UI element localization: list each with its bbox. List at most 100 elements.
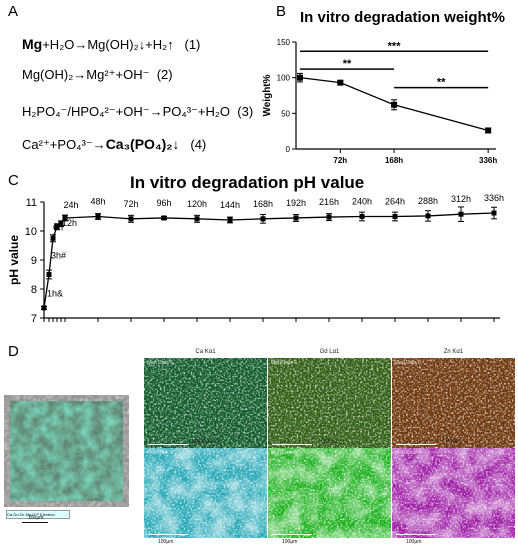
- map-data-tag: Map Data 6: [147, 360, 173, 366]
- ph-point-label: 120h: [187, 199, 207, 209]
- ph-point-label: 216h: [319, 197, 339, 207]
- y-tick-label: 9: [31, 255, 37, 267]
- ph-series-line: [43, 212, 495, 308]
- ph-point-label: 12h: [62, 218, 77, 228]
- ph-point-label: 6h: [53, 223, 63, 233]
- element-map: Map Data 6: [144, 448, 267, 538]
- ph-point: [54, 224, 60, 230]
- x-tick-label: 336h: [479, 156, 497, 165]
- ph-point-label: 312h: [451, 194, 471, 204]
- equation-3: H₂PO₄⁻/HPO₄²⁻+OH⁻→PO₄³⁻+H₂O (3): [22, 104, 254, 119]
- element-map: Map Data 6: [392, 358, 515, 448]
- map-scalebar: [148, 444, 188, 445]
- ph-point: [46, 272, 52, 277]
- map-scale-label: 100μm: [406, 539, 422, 545]
- y-axis-label: pH value: [7, 235, 21, 285]
- y-tick-label: 8: [31, 284, 37, 296]
- ph-point: [41, 305, 47, 311]
- element-map: Map Data 6: [392, 448, 515, 538]
- ph-point: [425, 213, 431, 219]
- sem-element-legend: Ca Gd Zn Mg O P Electron: [6, 510, 70, 519]
- equation-1: Mg+H₂O→Mg(OH)₂↓+H₂↑ (1): [22, 36, 201, 52]
- ph-point-label: 264h: [385, 197, 405, 207]
- map-scale-label: 100μm: [282, 539, 298, 545]
- weight-point: [297, 74, 303, 81]
- map-title: P Kα1: [445, 439, 462, 445]
- ph-point: [161, 215, 167, 221]
- weight-chart-title: In vitro degradation weight%: [300, 9, 506, 26]
- weight-point: [485, 127, 492, 134]
- map-data-tag: Map Data 6: [395, 450, 421, 456]
- ph-point: [392, 214, 398, 219]
- map-title: Gd Lα1: [319, 349, 340, 355]
- ph-point: [62, 215, 68, 221]
- map-title: O Kα1: [320, 439, 339, 445]
- ph-point-label: 24h: [63, 200, 78, 210]
- ph-point: [58, 221, 64, 227]
- ph-point: [293, 215, 299, 221]
- ph-point-label: 336h: [484, 193, 504, 203]
- significance-label: **: [437, 77, 446, 89]
- map-title: Mg Kα1_2: [191, 439, 220, 445]
- ph-point: [326, 214, 332, 220]
- panel-label-d: D: [8, 343, 19, 360]
- ph-point-label: 48h: [90, 197, 105, 207]
- sem-scalebar: [22, 522, 48, 523]
- map-scalebar: [148, 534, 188, 535]
- panel-label-c: C: [8, 172, 19, 189]
- weight-point: [337, 79, 344, 86]
- sem-scalebar-label: 100μm: [28, 515, 44, 521]
- map-data-tag: Map Data 6: [271, 450, 297, 456]
- ph-point-label: 144h: [220, 200, 240, 210]
- y-tick-label: 0: [286, 145, 291, 154]
- ph-point: [227, 217, 233, 223]
- map-texture: [268, 448, 391, 538]
- map-data-tag: Map Data 6: [271, 360, 297, 366]
- ph-point-label: 3h#: [51, 250, 66, 260]
- ph-point-label: 72h: [123, 199, 138, 209]
- element-map: Map Data 6: [144, 358, 267, 448]
- significance-label: **: [343, 58, 352, 70]
- ph-point: [260, 216, 266, 222]
- equation-4: Ca²⁺+PO₄³⁻→Ca₃(PO₄)₂↓ (4): [22, 136, 207, 152]
- map-scalebar: [396, 534, 436, 535]
- ph-point-label: 192h: [286, 198, 306, 208]
- weight-point: [391, 101, 398, 108]
- y-tick-label: 50: [281, 109, 290, 118]
- ph-point: [128, 216, 134, 222]
- ph-point-label: 96h: [156, 198, 171, 208]
- panel-label-b: B: [276, 3, 287, 20]
- map-texture: [144, 448, 267, 538]
- ph-point-label: 288h: [418, 196, 438, 206]
- ph-point: [491, 210, 497, 216]
- map-title: Ca Kα1: [195, 349, 216, 355]
- map-texture: [392, 448, 515, 538]
- sem-texture: [4, 395, 129, 507]
- weight-series-line: [299, 77, 489, 132]
- ph-point: [359, 214, 365, 219]
- map-texture: [144, 358, 267, 448]
- element-map: Map Data 6: [268, 448, 391, 538]
- map-data-tag: Map Data 6: [147, 450, 173, 456]
- significance-label: ***: [388, 40, 402, 52]
- ph-chart-title: In vitro degradation pH value: [130, 173, 365, 192]
- x-tick-label: 72h: [333, 156, 347, 165]
- equation-2: Mg(OH)₂→Mg²⁺+OH⁻ (2): [22, 67, 173, 82]
- map-scalebar: [272, 444, 312, 445]
- ph-point-label: 168h: [253, 199, 273, 209]
- map-title: Zn Kα1: [443, 349, 464, 355]
- y-tick-label: 11: [26, 197, 37, 209]
- y-axis-label: Weight%: [262, 74, 273, 116]
- y-tick-label: 10: [25, 226, 37, 238]
- element-map: Map Data 6: [268, 358, 391, 448]
- ph-point-label: 1h&: [47, 289, 63, 299]
- ph-point-label: 240h: [352, 197, 372, 207]
- ph-point: [95, 214, 101, 219]
- map-scalebar: [396, 444, 436, 445]
- y-tick-label: 150: [277, 38, 291, 47]
- panel-label-a: A: [8, 3, 19, 20]
- ph-point: [194, 216, 200, 222]
- sem-image: [4, 395, 129, 507]
- x-tick-label: 168h: [385, 156, 403, 165]
